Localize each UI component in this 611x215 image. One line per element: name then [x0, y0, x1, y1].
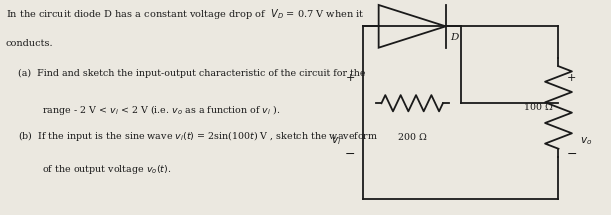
Text: 100 Ω: 100 Ω [524, 103, 552, 112]
Text: (a)  Find and sketch the input-output characteristic of the circuit for the: (a) Find and sketch the input-output cha… [5, 69, 365, 78]
Text: $v_i$: $v_i$ [331, 135, 341, 146]
Text: 200 Ω: 200 Ω [398, 133, 426, 142]
Text: −: − [566, 148, 577, 161]
Text: +: + [567, 73, 577, 83]
Text: of the output voltage $v_o(t)$.: of the output voltage $v_o(t)$. [5, 163, 171, 176]
Text: +: + [345, 73, 355, 83]
Text: (b)  If the input is the sine wave $v_i(t)$ = 2sin(100$t$) V , sketch the wavefo: (b) If the input is the sine wave $v_i(t… [5, 129, 378, 143]
Text: range - 2 V < $v_i$ < 2 V (i.e. $v_o$ as a function of $v_i$ ).: range - 2 V < $v_i$ < 2 V (i.e. $v_o$ as… [5, 103, 280, 117]
Text: $v_o$: $v_o$ [580, 135, 592, 146]
Text: conducts.: conducts. [5, 39, 53, 48]
Text: D: D [450, 33, 459, 42]
Text: −: − [345, 148, 355, 161]
Text: In the circuit diode D has a constant voltage drop of  $V_D$ = 0.7 V when it: In the circuit diode D has a constant vo… [5, 7, 364, 21]
